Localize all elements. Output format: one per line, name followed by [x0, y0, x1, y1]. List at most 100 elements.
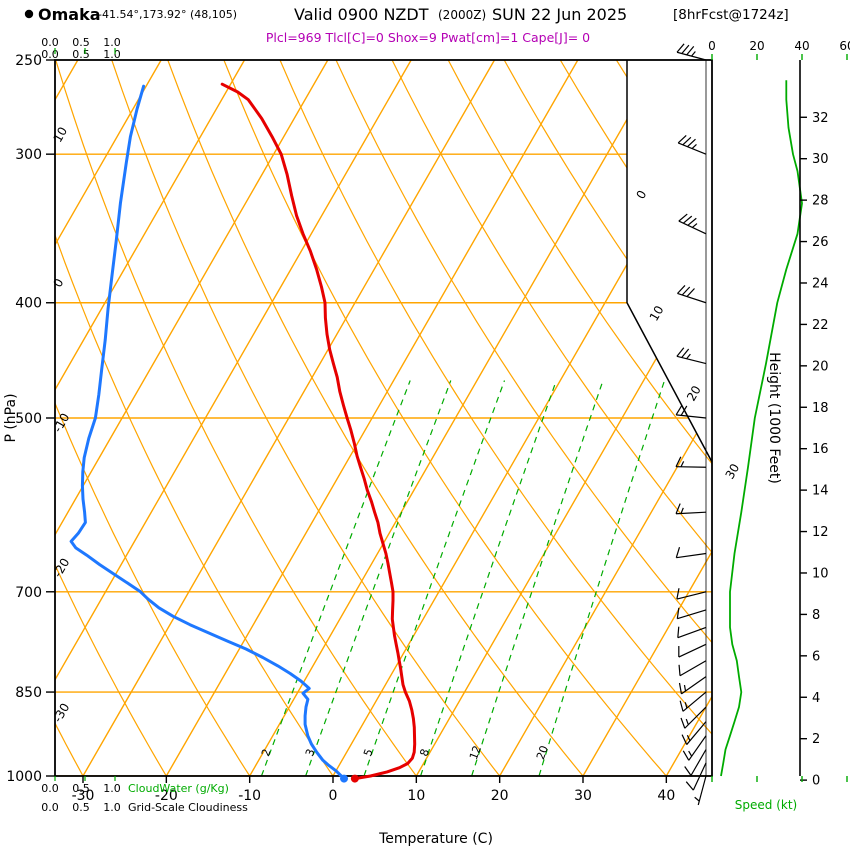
wind-barb-staff — [675, 466, 707, 468]
height-tick-label-12: 12 — [812, 525, 829, 540]
cloudwater-bottom-scale-0.0: 0.0 — [41, 782, 59, 795]
speed-tick-label-20: 20 — [749, 39, 764, 53]
wind-barb-feather — [680, 405, 688, 416]
isotherm-30 — [582, 60, 712, 776]
wind-barb-staff — [677, 609, 707, 620]
grid-labels-layer: 10 0 -10 -20 -30 0 10 20 30 2 3 5 8 12 20 — [50, 125, 742, 762]
dewpoint-curve — [69, 84, 346, 781]
wind-barb-feather — [678, 682, 683, 694]
speed-tick-label-60: 60 — [839, 39, 850, 53]
wind-barb-975 — [685, 762, 707, 791]
dry-adiabat-0 — [55, 60, 355, 776]
wind-barb-950 — [684, 749, 707, 776]
dry-adiabat-30 — [167, 60, 609, 776]
height-tick-label-16: 16 — [812, 442, 829, 457]
wind-barb-feather — [676, 43, 685, 53]
wind-barb-staff — [677, 292, 707, 304]
height-tick-label-14: 14 — [812, 484, 829, 499]
dry-adiabat-40 — [223, 60, 694, 776]
cloudiness-bottom-scale-0.5: 0.5 — [72, 801, 90, 814]
mixing-ratio-label-20: 20 — [534, 744, 551, 762]
cloudwater-top-scale-0.5: 0.5 — [72, 36, 90, 49]
wind-barb-feather — [681, 44, 690, 54]
pressure-axis-title: P (hPa) — [3, 393, 19, 442]
wind-barb-staff — [679, 660, 707, 677]
wind-barb-staff — [681, 676, 707, 695]
wind-barb-feather — [677, 626, 680, 638]
station-bullet — [24, 9, 34, 19]
wind-barb-staff — [682, 691, 707, 712]
mixing-ratio-label-12: 12 — [467, 744, 484, 762]
temp-tick-label-0: 0 — [329, 788, 338, 804]
wind-barb-feather — [682, 136, 692, 146]
wind-barb-feather — [682, 750, 690, 761]
speed-tick-label-0: 0 — [708, 39, 716, 53]
upper-right-boundary — [626, 60, 713, 463]
wind-barb-half — [688, 750, 693, 757]
dry-adiabat--20 — [55, 60, 186, 776]
wind-barb-feather — [677, 285, 686, 294]
isotherm-40 — [665, 60, 712, 776]
dry-adiabat--30 — [55, 60, 101, 776]
wind-barb-half — [686, 735, 691, 741]
dry-adiabat-130 — [729, 60, 850, 806]
wind-barb-450 — [676, 347, 707, 365]
wind-barb-half — [692, 223, 698, 228]
isotherm--10 — [249, 60, 662, 776]
isotherm-10 — [415, 60, 712, 776]
pressure-tick-label-850: 850 — [15, 685, 42, 701]
wind-barb-825 — [678, 676, 707, 695]
wind-barb-250 — [676, 43, 707, 61]
temp-tick-label--30: -30 — [72, 788, 95, 804]
dry-adiabat-100 — [559, 60, 712, 776]
wind-speed-curve — [720, 80, 803, 777]
skewt-grid-layer — [55, 60, 850, 806]
height-tick-label-20: 20 — [812, 359, 829, 374]
dry-adiabat-80 — [447, 60, 712, 776]
height-tick-label-32: 32 — [812, 111, 829, 126]
wind-barb-staff — [690, 749, 707, 776]
height-tick-label-28: 28 — [812, 194, 829, 209]
isotherm-label-left-10: 10 — [50, 125, 70, 145]
wind-barb-feather — [675, 405, 683, 416]
dry-adiabat-20 — [111, 60, 524, 776]
temperature-curve — [220, 82, 417, 781]
cloudwater-bottom-scale-0.5: 0.5 — [72, 782, 90, 795]
wind-barb-half — [686, 353, 691, 360]
wind-barb-feather — [682, 215, 693, 224]
wind-barb-feather — [685, 781, 694, 791]
height-tick-label-0: 0 — [812, 774, 820, 789]
isotherm-label-right-20: 20 — [684, 383, 704, 403]
isotherm--60 — [55, 60, 246, 776]
cloudwater-top-scale-1.0: 1.0 — [103, 36, 121, 49]
height-tick-label-22: 22 — [812, 318, 829, 333]
wind-barb-feather — [676, 607, 680, 619]
mixing-ratio-line-12 — [467, 380, 604, 776]
temp-tick-label--10: -10 — [238, 788, 261, 804]
cloudiness-top-scale-0.5: 0.5 — [72, 48, 90, 61]
valid-time: Valid 0900 NZDT — [294, 5, 429, 24]
wind-barb-half — [694, 796, 700, 802]
cloudwater-top-scale-0.0: 0.0 — [41, 36, 59, 49]
isotherm-label-left--20: -20 — [50, 556, 72, 580]
pressure-tick-label-700: 700 — [15, 585, 42, 601]
wind-barb-staff — [676, 355, 707, 365]
isotherm-label-left--10: -10 — [50, 411, 72, 435]
wind-barb-650 — [675, 546, 707, 559]
isotherm-label-left--30: -30 — [50, 701, 72, 725]
isotherm--30 — [82, 60, 496, 776]
isotherm-label-right-30: 30 — [723, 461, 743, 481]
wind-barb-staff — [697, 775, 707, 806]
mixing-ratio-line-3 — [301, 380, 452, 776]
station-coords: -41.54°,173.92° (48,105) — [98, 8, 237, 21]
wind-barb-feather — [676, 588, 680, 600]
wind-barb-feather — [687, 138, 696, 148]
height-tick-label-26: 26 — [812, 235, 829, 250]
wind-barb-300 — [677, 134, 707, 155]
wind-barb-feather — [681, 348, 690, 358]
height-tick-label-10: 10 — [812, 566, 829, 581]
surface-temperature-dot — [350, 774, 359, 783]
wind-barb-feather — [675, 546, 681, 558]
valid-utc: (2000Z) — [438, 8, 486, 22]
